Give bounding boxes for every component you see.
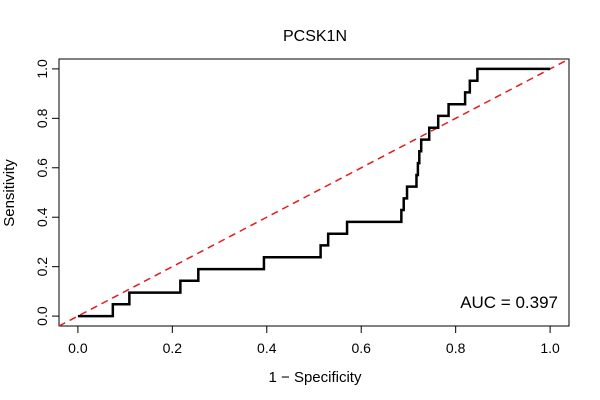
y-tick-label: 0.2: [34, 257, 50, 277]
reference-diagonal-line: [58, 58, 570, 327]
x-tick-label: 0.2: [163, 340, 183, 356]
auc-annotation: AUC = 0.397: [460, 293, 558, 312]
x-tick-label: 0.8: [446, 340, 466, 356]
y-tick-label: 0.8: [34, 108, 50, 128]
chart-title: PCSK1N: [283, 28, 347, 45]
x-tick-label: 1.0: [540, 340, 560, 356]
x-axis: 0.0 0.2 0.4 0.6 0.8 1.0: [68, 325, 560, 356]
roc-curve-line: [77, 67, 551, 318]
x-axis-label: 1 − Specificity: [269, 369, 362, 386]
x-tick-label: 0.0: [68, 340, 88, 356]
y-axis: 0.0 0.2 0.4 0.6 0.8 1.0: [34, 59, 60, 326]
y-tick-label: 0.4: [34, 207, 50, 227]
y-tick-label: 0.6: [34, 158, 50, 178]
x-tick-label: 0.4: [257, 340, 277, 356]
x-tick-label: 0.6: [351, 340, 371, 356]
y-tick-label: 0.0: [34, 306, 50, 326]
y-axis-label: Sensitivity: [1, 159, 18, 227]
y-tick-label: 1.0: [34, 59, 50, 79]
